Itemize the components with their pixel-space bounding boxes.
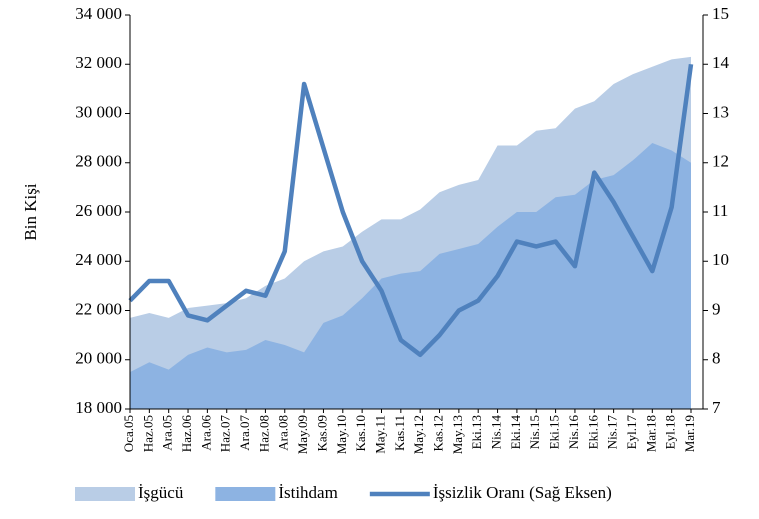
y-tick-label: 32 000 xyxy=(75,53,122,72)
y2-tick-label: 8 xyxy=(712,349,721,368)
x-tick-label: Kas.11 xyxy=(392,415,407,451)
legend-label: İşsizlik Oranı (Sağ Eksen) xyxy=(433,483,612,502)
x-tick-label: May.10 xyxy=(334,415,349,454)
x-tick-label: Eyl.17 xyxy=(624,415,639,450)
area xyxy=(130,143,691,410)
x-tick-label: May.13 xyxy=(450,415,465,454)
x-tick-label: Oca.05 xyxy=(121,415,136,452)
x-tick-label: Mar.19 xyxy=(682,415,697,452)
y-tick-label: 26 000 xyxy=(75,201,122,220)
y-axis-label: Bin Kişi xyxy=(21,183,40,240)
x-tick-label: Nis.17 xyxy=(605,415,620,450)
legend-label: İstihdam xyxy=(278,483,338,502)
x-tick-label: Ara.07 xyxy=(237,415,252,451)
x-tick-label: Nis.14 xyxy=(489,415,504,450)
legend-swatch xyxy=(215,487,276,501)
x-tick-label: Nis.16 xyxy=(566,415,581,450)
y2-tick-label: 15 xyxy=(712,4,729,23)
y2-tick-label: 9 xyxy=(712,299,721,318)
y2-tick-label: 11 xyxy=(712,201,728,220)
x-tick-label: Haz.05 xyxy=(140,415,155,452)
x-tick-label: Eki.14 xyxy=(508,415,523,450)
x-tick-label: Kas.10 xyxy=(353,415,368,451)
y-tick-label: 20 000 xyxy=(75,349,122,368)
x-tick-label: Ara.06 xyxy=(198,415,213,451)
x-tick-label: Haz.06 xyxy=(179,415,194,453)
x-tick-label: May.12 xyxy=(411,415,426,454)
y2-tick-label: 7 xyxy=(712,398,721,417)
x-tick-label: Kas.12 xyxy=(431,415,446,451)
y-tick-label: 28 000 xyxy=(75,152,122,171)
x-tick-label: Eyl.18 xyxy=(663,415,678,449)
y-tick-label: 18 000 xyxy=(75,398,122,417)
x-tick-label: Haz.08 xyxy=(256,415,271,452)
x-tick-label: Mar.18 xyxy=(643,415,658,452)
y-tick-label: 34 000 xyxy=(75,4,122,23)
x-tick-label: Eki.16 xyxy=(585,415,600,450)
x-tick-label: Haz.07 xyxy=(218,415,233,453)
x-tick-label: Kas.09 xyxy=(314,415,329,451)
legend-label: İşgücü xyxy=(138,483,184,502)
y2-tick-label: 12 xyxy=(712,152,729,171)
x-tick-label: Ara.08 xyxy=(276,415,291,451)
y-tick-label: 30 000 xyxy=(75,102,122,121)
x-tick-label: Eki.15 xyxy=(547,415,562,449)
x-tick-label: Eki.13 xyxy=(469,415,484,449)
y-tick-label: 24 000 xyxy=(75,250,122,269)
x-tick-label: May.11 xyxy=(372,415,387,454)
legend-swatch xyxy=(75,487,135,501)
x-tick-label: Nis.15 xyxy=(527,415,542,449)
x-tick-label: May.09 xyxy=(295,415,310,454)
x-tick-label: Ara.05 xyxy=(160,415,175,451)
y2-tick-label: 10 xyxy=(712,250,729,269)
y2-tick-label: 13 xyxy=(712,102,729,121)
line xyxy=(128,63,694,358)
y-tick-label: 22 000 xyxy=(75,299,122,318)
y2-tick-label: 14 xyxy=(712,53,730,72)
